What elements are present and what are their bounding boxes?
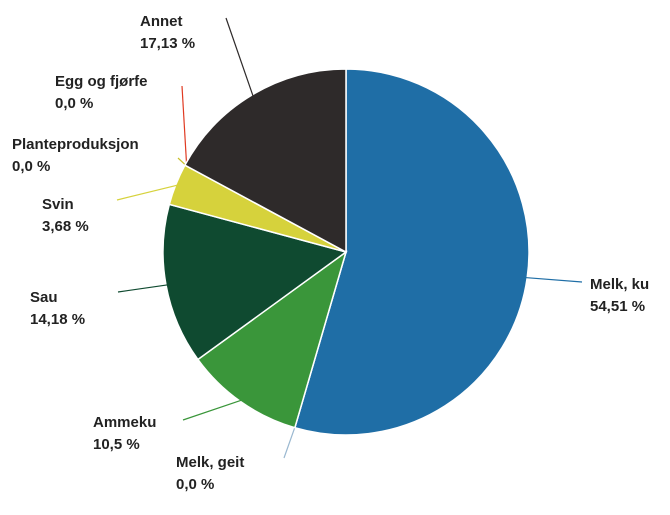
leader-line [182, 399, 243, 421]
slice-label: Melk, ku [590, 276, 649, 293]
slice-value: 14,18 % [30, 311, 85, 328]
leader-line [117, 284, 169, 293]
slice-value: 54,51 % [590, 298, 645, 315]
slice-value: 0,0 % [55, 95, 93, 112]
pie-slice [196, 250, 348, 429]
slice-value: 0,0 % [176, 476, 214, 493]
slice-label: Sau [30, 289, 58, 306]
slice-label: Ammeku [93, 414, 156, 431]
slice-label: Planteproduksjon [12, 136, 139, 153]
leader-line [181, 85, 188, 167]
leader-line [225, 17, 254, 97]
leader-line [283, 425, 296, 459]
leader-line [116, 184, 178, 201]
slice-label: Melk, geit [176, 454, 244, 471]
slice-value: 0,0 % [12, 158, 50, 175]
slice-label: Egg og fjørfe [55, 73, 148, 90]
slice-label: Annet [140, 13, 183, 30]
slice-value: 3,68 % [42, 218, 89, 235]
slice-value: 10,5 % [93, 436, 140, 453]
slice-value: 17,13 % [140, 35, 195, 52]
slice-label: Svin [42, 196, 74, 213]
leader-line [525, 276, 583, 283]
